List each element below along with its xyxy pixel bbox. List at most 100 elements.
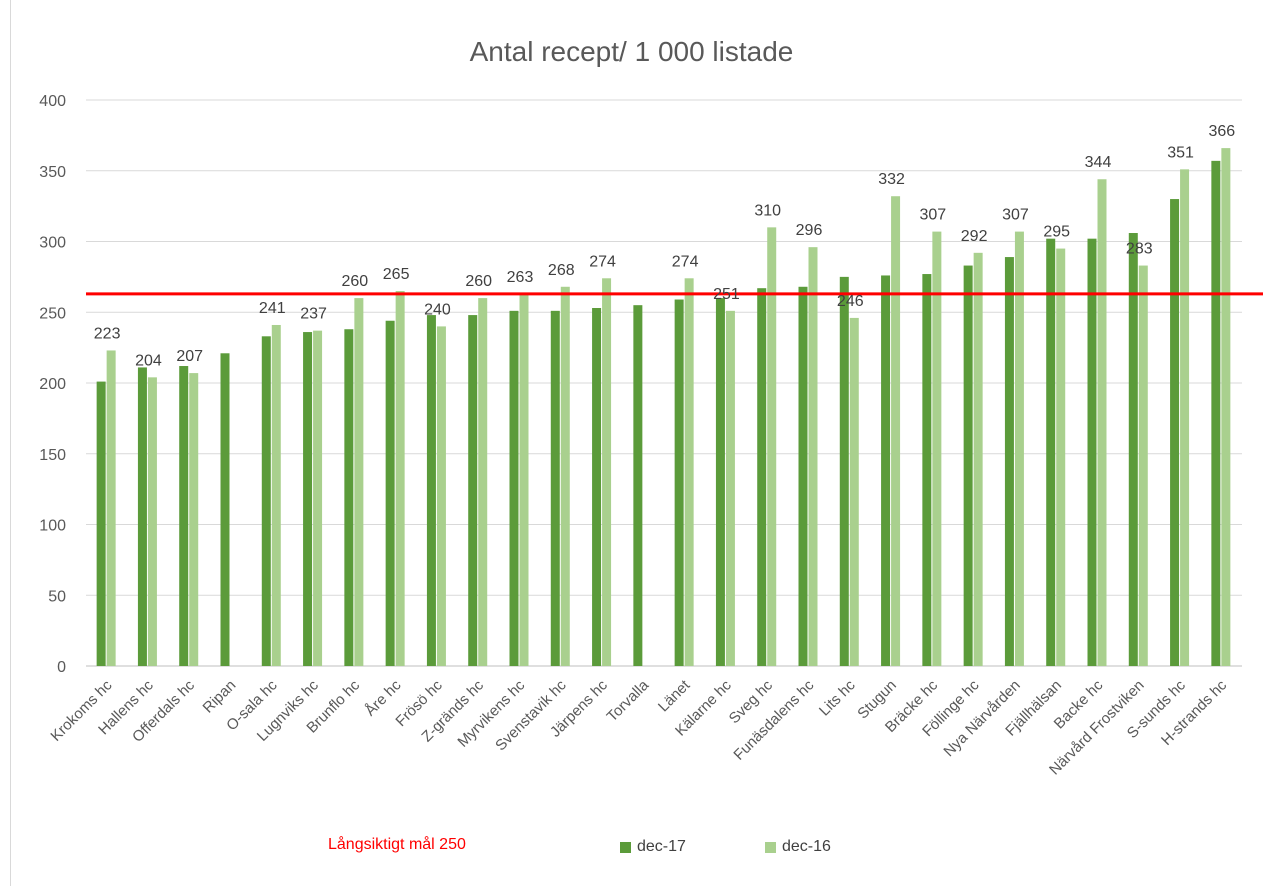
data-label: 351	[1167, 144, 1194, 161]
bar-dec-16	[1221, 148, 1231, 667]
bar-dec-16	[1097, 179, 1107, 667]
data-label: 260	[342, 273, 369, 290]
data-label: 332	[878, 171, 905, 188]
bar-dec-17	[220, 353, 230, 666]
data-label: 237	[300, 306, 327, 323]
bar-dec-17	[96, 381, 106, 666]
bar-dec-17	[1170, 199, 1180, 667]
data-label: 283	[1126, 241, 1153, 258]
legend-swatch-dec-17	[620, 841, 631, 853]
bar-dec-16	[767, 227, 777, 666]
bar-dec-17	[179, 366, 189, 666]
y-tick-label: 150	[39, 447, 66, 464]
bar-dec-16	[849, 317, 859, 666]
category-label: Ripan	[200, 677, 240, 717]
data-label: 296	[796, 222, 823, 239]
bar-dec-17	[592, 308, 602, 666]
bar-dec-16	[1138, 265, 1148, 666]
chart-frame	[10, 0, 1263, 886]
legend-label-dec-16: dec-16	[782, 838, 831, 855]
bar-dec-16	[519, 293, 529, 666]
y-tick-label: 250	[39, 305, 66, 322]
bar-dec-16	[725, 310, 735, 666]
chart-title: Antal recept/ 1 000 listade	[469, 36, 794, 67]
bar-dec-16	[395, 291, 405, 666]
bar-dec-16	[932, 231, 942, 666]
bar-dec-16	[313, 330, 323, 666]
y-tick-label: 0	[57, 659, 66, 676]
data-label: 223	[94, 325, 121, 342]
bar-dec-17	[633, 305, 643, 666]
data-label: 310	[754, 202, 781, 219]
data-label: 307	[920, 207, 947, 224]
data-label: 292	[961, 228, 988, 245]
bar-dec-16	[891, 196, 901, 666]
y-tick-label: 350	[39, 164, 66, 181]
bar-dec-17	[303, 332, 313, 666]
bar-dec-17	[1211, 160, 1221, 666]
y-tick-label: 200	[39, 376, 66, 393]
bar-dec-17	[674, 299, 684, 666]
bar-dec-16	[1056, 248, 1066, 666]
data-label: 274	[672, 253, 699, 270]
data-label: 344	[1085, 154, 1112, 171]
data-label: 251	[713, 286, 740, 303]
bar-dec-17	[798, 286, 808, 666]
data-label: 263	[507, 269, 534, 286]
bar-dec-17	[881, 275, 891, 666]
legend-label-dec-17: dec-17	[637, 838, 686, 855]
bar-dec-16	[1180, 169, 1190, 666]
y-tick-label: 100	[39, 518, 66, 535]
data-label: 207	[176, 348, 203, 365]
data-label: 307	[1002, 207, 1029, 224]
y-tick-label: 50	[48, 588, 66, 605]
data-label: 241	[259, 300, 286, 317]
data-label: 366	[1209, 123, 1236, 140]
bar-dec-16	[354, 298, 364, 666]
bar-dec-16	[1014, 231, 1024, 666]
bar-dec-17	[509, 310, 519, 666]
bar-dec-17	[426, 315, 436, 666]
data-label: 260	[465, 273, 492, 290]
bar-dec-16	[478, 298, 488, 666]
data-label: 268	[548, 262, 575, 279]
goal-note: Långsiktigt mål 250	[328, 836, 466, 853]
bar-dec-16	[106, 350, 116, 666]
bar-dec-17	[137, 367, 147, 666]
category-label: Länet	[655, 676, 694, 715]
bar-dec-17	[1087, 238, 1097, 667]
bar-dec-16	[436, 326, 446, 666]
bar-dec-17	[385, 320, 395, 666]
bar-dec-17	[261, 336, 271, 666]
bar-dec-16	[147, 377, 157, 666]
bar-dec-16	[189, 373, 199, 666]
data-label: 265	[383, 266, 410, 283]
bar-dec-17	[1004, 257, 1014, 666]
bar-dec-16	[602, 278, 612, 666]
bar-dec-16	[684, 278, 694, 666]
data-label: 204	[135, 352, 162, 369]
bar-dec-17	[839, 276, 849, 666]
category-label: Lits hc	[816, 676, 859, 719]
data-label: 274	[589, 253, 616, 270]
data-label: 246	[837, 293, 864, 310]
bar-dec-16	[271, 324, 281, 666]
bar-dec-17	[922, 274, 932, 666]
data-label: 295	[1043, 224, 1070, 241]
legend-item-dec-16: dec-16	[765, 838, 831, 856]
bar-dec-17	[1128, 233, 1138, 666]
bar-dec-17	[344, 329, 354, 666]
bar-dec-16	[560, 286, 570, 666]
bar-dec-16	[973, 252, 983, 666]
data-label: 240	[424, 301, 451, 318]
category-label: Torvalla	[604, 676, 653, 725]
legend-swatch-dec-16	[765, 841, 776, 853]
y-tick-label: 300	[39, 235, 66, 252]
bar-dec-17	[963, 265, 973, 666]
bar-dec-17	[550, 310, 560, 666]
legend-item-dec-17: dec-17	[620, 838, 686, 856]
bar-dec-17	[757, 288, 767, 666]
bar-dec-17	[1046, 238, 1056, 667]
bar-dec-16	[808, 247, 818, 666]
